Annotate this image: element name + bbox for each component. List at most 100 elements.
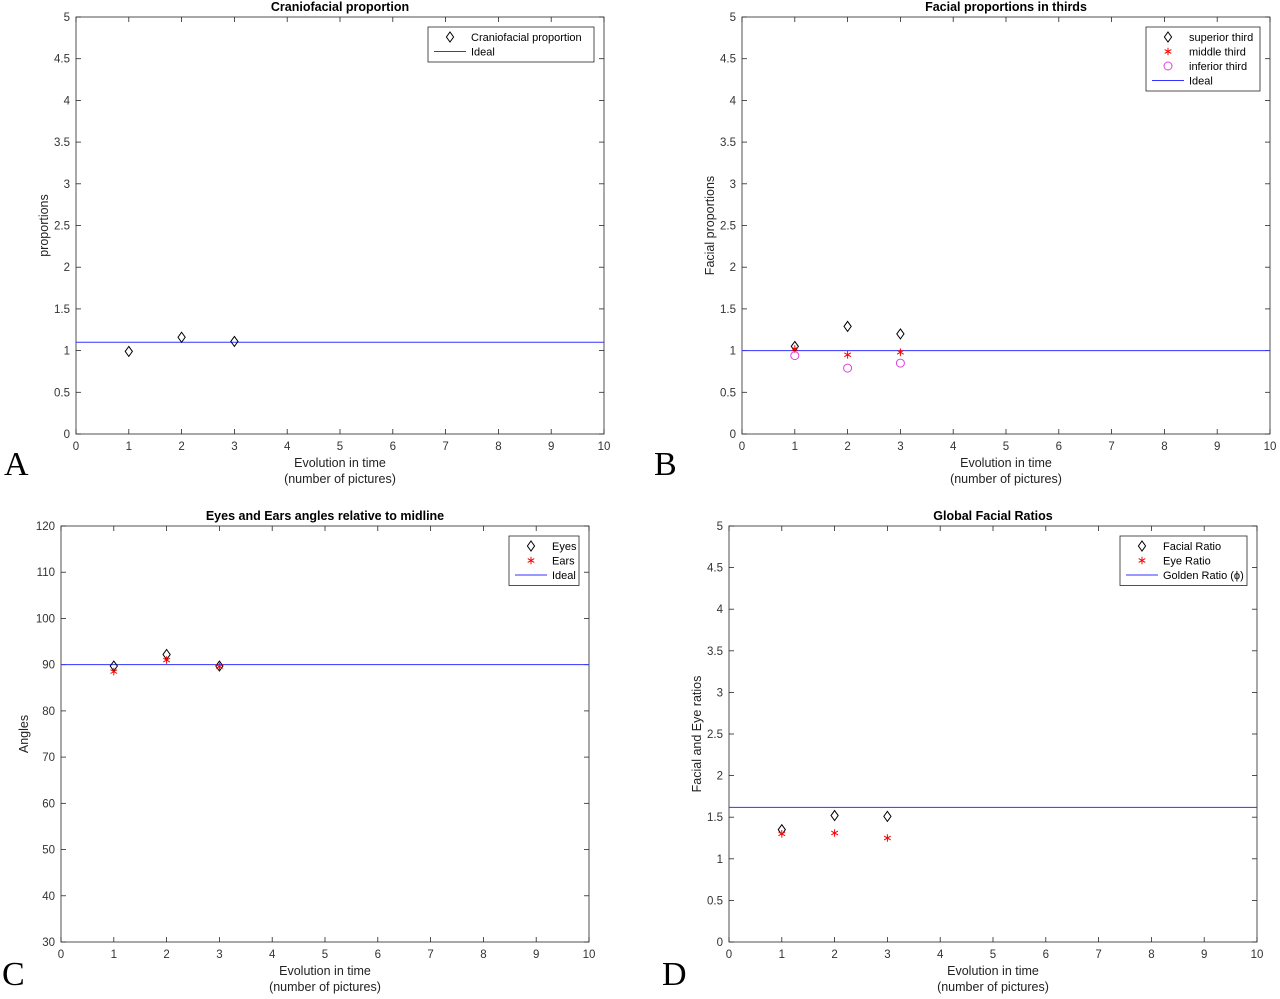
legend-label: Eyes xyxy=(552,541,577,553)
data-point xyxy=(843,363,853,373)
x-tick-label: 4 xyxy=(937,949,944,961)
x-tick-label: 7 xyxy=(1108,441,1114,453)
x-tick-label: 3 xyxy=(231,441,237,453)
y-tick-label: 1 xyxy=(64,346,70,358)
plot-area xyxy=(60,525,590,943)
x-tick-label: 7 xyxy=(427,949,433,961)
y-tick-label: 60 xyxy=(42,798,55,810)
legend-label: Eye Ratio xyxy=(1163,556,1211,568)
panel-letter: B xyxy=(654,446,677,483)
y-tick-label: 90 xyxy=(42,660,55,672)
x-tick-label: 0 xyxy=(58,949,64,961)
y-tick-label: 3 xyxy=(717,687,723,699)
y-tick-label: 70 xyxy=(42,752,55,764)
data-point xyxy=(831,829,839,837)
y-tick-label: 5 xyxy=(64,12,70,24)
legend-marker-swatch xyxy=(1164,47,1172,56)
x-tick-label: 9 xyxy=(1201,949,1207,961)
y-tick-label: 0.5 xyxy=(707,895,723,907)
chart-panel-c: 0 1 2 3 4 5 6 7 8 9 10 30 40 50 60 70 80 90 100 110 120 Eyes … xyxy=(2,509,595,994)
data-point xyxy=(124,345,134,358)
legend-label: Ears xyxy=(552,556,575,568)
data-point xyxy=(883,810,892,823)
x-tick-label: 8 xyxy=(1161,441,1167,453)
x-tick-label: 2 xyxy=(163,949,169,961)
y-tick-label: 2 xyxy=(64,262,70,274)
y-tick-label: 1.5 xyxy=(707,812,723,824)
data-point xyxy=(163,656,171,664)
chart-title: Global Facial Ratios xyxy=(933,509,1053,523)
legend-label: Craniofacial proportion xyxy=(471,32,582,44)
y-tick-label: 40 xyxy=(42,891,55,903)
x-tick-label: 4 xyxy=(284,441,291,453)
y-tick-label: 110 xyxy=(37,567,55,579)
legend-marker-swatch xyxy=(1137,540,1147,552)
legend: Craniofacial proportion Ideal xyxy=(427,26,595,63)
x-tick-label: 6 xyxy=(1043,949,1049,961)
x-tick-label: 6 xyxy=(375,949,381,961)
chart-title: Craniofacial proportion xyxy=(271,0,409,14)
data-point xyxy=(230,335,239,348)
x-tick-label: 9 xyxy=(1214,441,1220,453)
y-tick-label: 5 xyxy=(717,521,723,533)
x-tick-label: 7 xyxy=(442,441,448,453)
legend: superior third middle third inferior third… xyxy=(1145,26,1261,92)
x-tick-label: 9 xyxy=(548,441,554,453)
y-tick-label: 30 xyxy=(42,937,55,949)
y-axis-label: Angles xyxy=(17,715,31,753)
y-tick-label: 4 xyxy=(64,95,71,107)
y-tick-label: 80 xyxy=(42,706,55,718)
x-tick-label: 1 xyxy=(792,441,798,453)
y-tick-label: 4 xyxy=(717,604,724,616)
legend: Eyes Ears Ideal xyxy=(508,535,580,586)
data-point xyxy=(215,662,223,671)
y-tick-label: 0 xyxy=(64,429,70,441)
legend-label: Golden Ratio (ϕ) xyxy=(1163,570,1244,582)
data-point xyxy=(110,667,118,676)
x-tick-label: 1 xyxy=(126,441,132,453)
y-tick-label: 100 xyxy=(36,613,55,625)
x-tick-label: 1 xyxy=(111,949,117,961)
x-tick-label: 3 xyxy=(897,441,903,453)
legend-box xyxy=(427,26,595,63)
x-tick-label: 10 xyxy=(598,441,611,453)
x-tick-label: 8 xyxy=(480,949,486,961)
x-axis-label: (number of pictures) xyxy=(950,472,1062,486)
x-tick-label: 5 xyxy=(990,949,996,961)
y-axis-label: proportions xyxy=(37,194,51,257)
y-tick-label: 0.5 xyxy=(720,387,736,399)
x-tick-label: 5 xyxy=(1003,441,1009,453)
data-point xyxy=(215,660,224,672)
x-tick-label: 10 xyxy=(1264,441,1277,453)
y-tick-label: 2 xyxy=(730,262,736,274)
legend-label: Ideal xyxy=(1189,76,1213,88)
x-tick-label: 5 xyxy=(322,949,328,961)
x-tick-label: 1 xyxy=(779,949,785,961)
y-tick-label: 3 xyxy=(730,179,736,191)
data-point xyxy=(177,331,186,344)
y-tick-label: 2 xyxy=(717,771,723,783)
legend-marker-swatch xyxy=(1163,61,1173,71)
plot-area xyxy=(728,525,1258,943)
y-tick-label: 3.5 xyxy=(54,137,70,149)
x-tick-label: 10 xyxy=(1251,949,1264,961)
data-point xyxy=(896,328,905,340)
y-axis-label: Facial proportions xyxy=(703,176,717,275)
legend-label: Ideal xyxy=(552,570,576,582)
legend: Facial Ratio Eye Ratio Golden Ratio (ϕ) xyxy=(1119,535,1248,586)
legend-label: Facial Ratio xyxy=(1163,541,1221,553)
x-tick-label: 0 xyxy=(726,949,732,961)
x-tick-label: 2 xyxy=(844,441,850,453)
y-tick-label: 3.5 xyxy=(720,137,736,149)
data-point xyxy=(896,348,904,357)
chart-title: Eyes and Ears angles relative to midline xyxy=(206,509,444,523)
x-axis-label: (number of pictures) xyxy=(937,980,1049,994)
data-point xyxy=(883,834,891,842)
x-tick-label: 4 xyxy=(950,441,957,453)
data-point xyxy=(844,350,852,359)
chart-panel-d: 0 1 2 3 4 5 6 7 8 9 10 0 0.5 1 1.5 2 2.5 3 3.5 4 4.5 5 Global … xyxy=(662,509,1263,994)
y-tick-label: 1.5 xyxy=(720,304,736,316)
y-tick-label: 4.5 xyxy=(720,54,736,66)
chart-panel-a: 0 1 2 3 4 5 6 7 8 9 10 0 0.5 1 1.5 2 2.5 3 3.5 4 4.5 5 Craniof… xyxy=(4,0,610,486)
data-point xyxy=(778,830,786,838)
